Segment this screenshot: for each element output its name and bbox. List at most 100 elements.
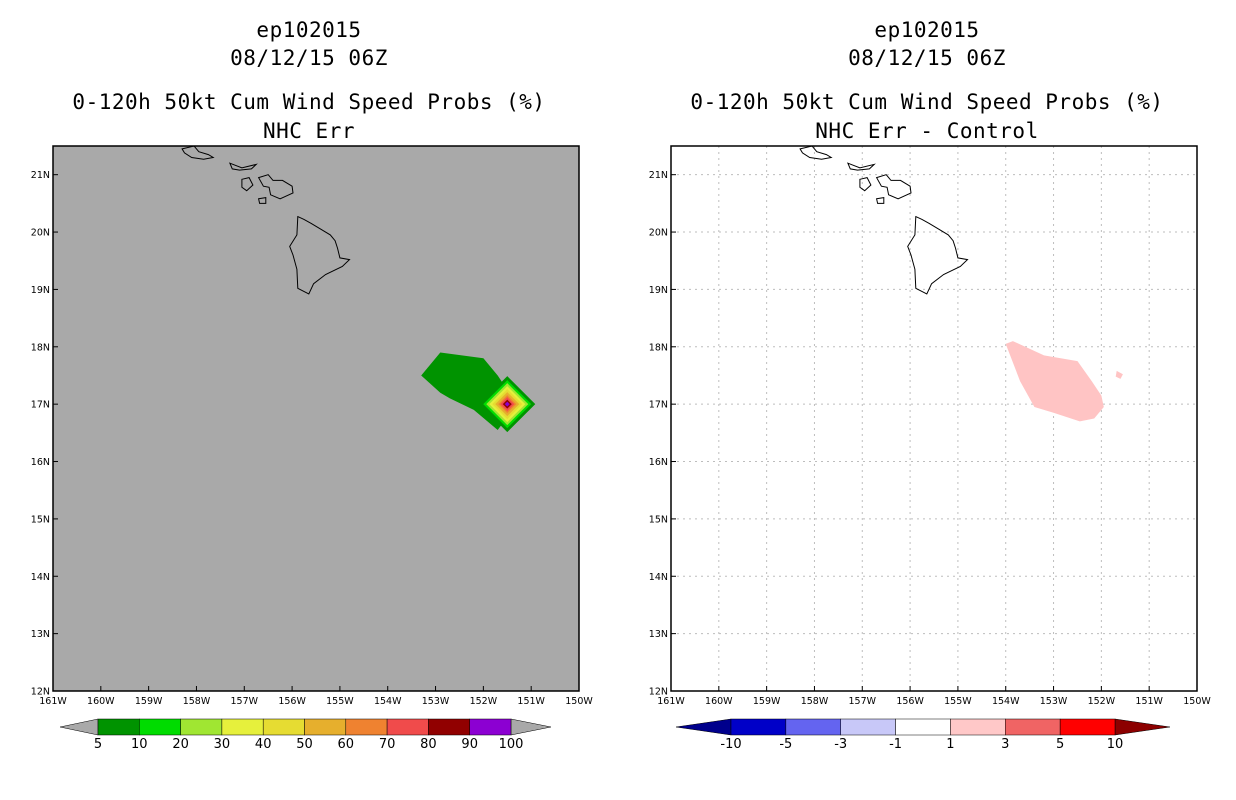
colorbar-swatch [785, 718, 841, 736]
colorbar-label: 10 [1107, 737, 1124, 752]
island-outline-hawaii [289, 215, 351, 295]
y-tick-label: 13N [31, 629, 50, 640]
island-outline-kahoolawe [257, 197, 267, 204]
x-tick-label: 154W [992, 696, 1020, 707]
island-outline-lanai [241, 177, 254, 192]
colorbar-label: 50 [296, 737, 313, 752]
colorbar-label: 80 [420, 737, 437, 752]
datetime: 08/12/15 06Z [230, 46, 388, 70]
y-tick-label: 12N [31, 687, 50, 698]
colorbar-arrow-left [59, 718, 99, 736]
prob-contour-9 [504, 401, 510, 407]
x-tick-label: 155W [326, 696, 354, 707]
x-tick-label: 151W [1135, 696, 1163, 707]
island-outline-molokai [846, 162, 876, 171]
island-outline-lanai [859, 177, 872, 192]
colorbar-swatch [950, 718, 1006, 736]
x-tick-label: 160W [705, 696, 733, 707]
colorbar-swatch [304, 718, 347, 736]
y-tick-label: 21N [31, 170, 50, 181]
x-tick-label: 158W [183, 696, 211, 707]
colorbar-label: 70 [379, 737, 396, 752]
colorbar-swatch [428, 718, 470, 736]
colorbar-label: 1 [946, 737, 954, 752]
colorbar-label: 100 [499, 737, 524, 752]
map-background [671, 146, 1197, 691]
x-tick-label: 152W [1088, 696, 1116, 707]
colorbar-label: -5 [779, 737, 792, 752]
y-tick-label: 17N [31, 400, 50, 411]
island-outline-hawaii [907, 215, 969, 295]
colorbar-label: 60 [338, 737, 355, 752]
colorbar-label: -3 [834, 737, 847, 752]
colorbar-swatch [97, 718, 140, 736]
x-tick-label: 151W [517, 696, 545, 707]
chart-subtitle: NHC Err [262, 119, 355, 143]
y-tick-label: 19N [649, 285, 668, 296]
colorbar-label: -10 [720, 737, 741, 752]
island-outline-kauai-niihau [799, 145, 833, 160]
colorbar-swatch [180, 718, 223, 736]
left-panel: ep102015 08/12/15 06Z 0-120h 50kt Cum Wi… [31, 18, 594, 752]
storm-id: ep102015 [256, 18, 362, 42]
chart-subtitle: NHC Err - Control [815, 119, 1039, 143]
colorbar-label: 5 [94, 737, 102, 752]
colorbar-swatch [730, 718, 787, 736]
x-tick-label: 155W [944, 696, 972, 707]
x-tick-label: 150W [1183, 696, 1211, 707]
colorbar-swatch [262, 718, 305, 736]
datetime: 08/12/15 06Z [848, 46, 1006, 70]
y-tick-label: 21N [649, 170, 668, 181]
colorbar-arrow-left [675, 718, 732, 736]
y-tick-label: 20N [649, 228, 668, 239]
x-tick-label: 160W [87, 696, 115, 707]
colorbar-arrow-right [1114, 718, 1171, 736]
chart-title: 0-120h 50kt Cum Wind Speed Probs (%) [690, 90, 1164, 114]
y-tick-label: 13N [649, 629, 668, 640]
colorbar-swatch [221, 718, 264, 736]
colorbar-label: -1 [889, 737, 902, 752]
island-outline-molokai [228, 162, 258, 171]
y-tick-label: 19N [31, 285, 50, 296]
y-tick-label: 16N [649, 457, 668, 468]
region-diff-1-3-small [1115, 370, 1123, 379]
y-tick-label: 12N [649, 687, 668, 698]
colorbar-swatch [895, 718, 951, 736]
x-tick-label: 156W [278, 696, 306, 707]
map-frame [670, 145, 1198, 692]
colorbar-label: 3 [1001, 737, 1009, 752]
x-tick-label: 156W [896, 696, 924, 707]
y-tick-label: 14N [31, 572, 50, 583]
x-tick-label: 159W [753, 696, 781, 707]
colorbar-swatch [1005, 718, 1061, 736]
colorbar-label: 30 [214, 737, 231, 752]
x-tick-label: 153W [1040, 696, 1068, 707]
y-tick-label: 15N [649, 514, 668, 525]
island-outline-kahoolawe [875, 197, 885, 204]
colorbar-label: 40 [255, 737, 272, 752]
x-tick-label: 153W [422, 696, 450, 707]
colorbar-swatch [840, 718, 896, 736]
x-tick-label: 161W [39, 696, 67, 707]
x-tick-label: 150W [565, 696, 593, 707]
region-diff-1-3 [1005, 341, 1104, 422]
island-outline-kauai-niihau [181, 145, 215, 160]
y-tick-label: 16N [31, 457, 50, 468]
y-tick-label: 15N [31, 514, 50, 525]
map-frame [52, 145, 580, 692]
island-outline-maui [875, 174, 912, 200]
y-tick-label: 20N [31, 228, 50, 239]
colorbar-label: 5 [1056, 737, 1064, 752]
right-map-chart: 161W 160W 159W 158W 157W 156W 155W 154W 153W 152W… [649, 145, 1211, 752]
x-tick-label: 161W [657, 696, 685, 707]
y-tick-label: 17N [649, 400, 668, 411]
colorbar-label: 90 [461, 737, 478, 752]
right-panel: ep102015 08/12/15 06Z 0-120h 50kt Cum Wi… [618, 0, 1236, 800]
colorbar-label: 10 [131, 737, 148, 752]
storm-id: ep102015 [874, 18, 980, 42]
colorbar-arrow-right [510, 718, 552, 736]
colorbar-label: 20 [172, 737, 189, 752]
colorbar-swatch [1059, 718, 1116, 736]
x-tick-label: 152W [470, 696, 498, 707]
y-tick-label: 18N [31, 342, 50, 353]
